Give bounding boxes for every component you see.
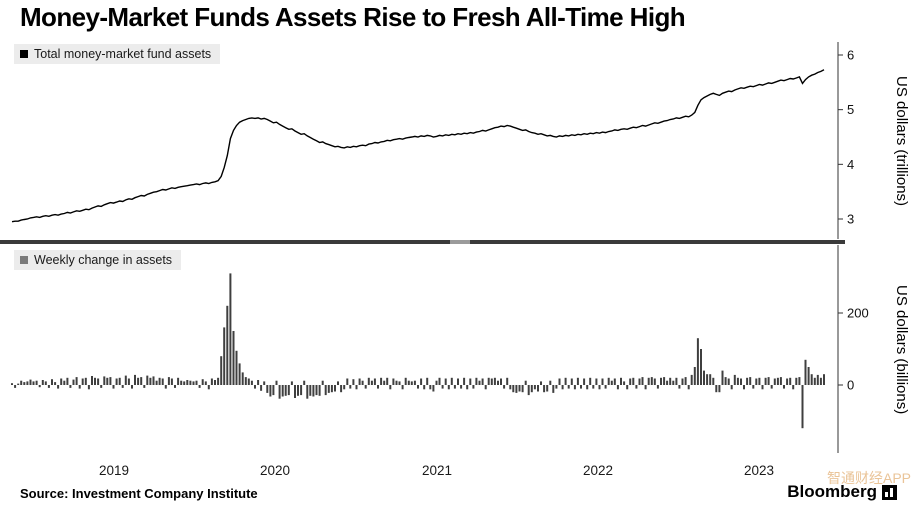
source-note: Source: Investment Company Institute <box>20 486 258 501</box>
weekly-change-bars <box>11 273 825 429</box>
svg-text:5: 5 <box>847 102 854 117</box>
line-series-swatch-icon <box>20 50 28 58</box>
y-axis-title-trillions: US dollars (trillions) <box>893 75 910 207</box>
legend-label-weekly-change: Weekly change in assets <box>34 253 173 267</box>
watermark-text: 智通财经APP <box>826 470 911 486</box>
total-assets-line <box>11 69 825 223</box>
bloomberg-wordmark: Bloomberg <box>787 482 877 501</box>
panel-divider <box>0 240 845 244</box>
legend-weekly-change: Weekly change in assets <box>14 250 182 270</box>
svg-text:4: 4 <box>847 157 854 172</box>
x-tick-label-2021: 2021 <box>421 463 453 478</box>
bar-series-swatch-icon <box>20 256 28 264</box>
svg-text:3: 3 <box>847 212 854 227</box>
x-tick-label-2022: 2022 <box>582 463 614 478</box>
x-tick-label-2019: 2019 <box>98 463 130 478</box>
legend-label-total-assets: Total money-market fund assets <box>34 47 212 61</box>
page-title: Money-Market Funds Assets Rise to Fresh … <box>20 2 686 32</box>
legend-total-assets: Total money-market fund assets <box>14 44 221 64</box>
panel-divider-handle-icon <box>450 240 470 244</box>
bloomberg-logo-icon <box>882 484 897 500</box>
right-axis <box>837 42 843 453</box>
svg-text:0: 0 <box>847 378 854 393</box>
x-tick-label-2023: 2023 <box>743 463 775 478</box>
svg-text:6: 6 <box>847 47 854 62</box>
x-tick-label-2020: 2020 <box>259 463 291 478</box>
y-axis-title-billions: US dollars (billions) <box>893 285 910 415</box>
bloomberg-logo: Bloomberg <box>787 482 897 502</box>
x-axis: 2019 2020 2021 2022 2023 <box>0 463 913 483</box>
y-tick-labels: 3 4 5 6 0 200 <box>847 47 869 392</box>
svg-text:200: 200 <box>847 306 869 321</box>
